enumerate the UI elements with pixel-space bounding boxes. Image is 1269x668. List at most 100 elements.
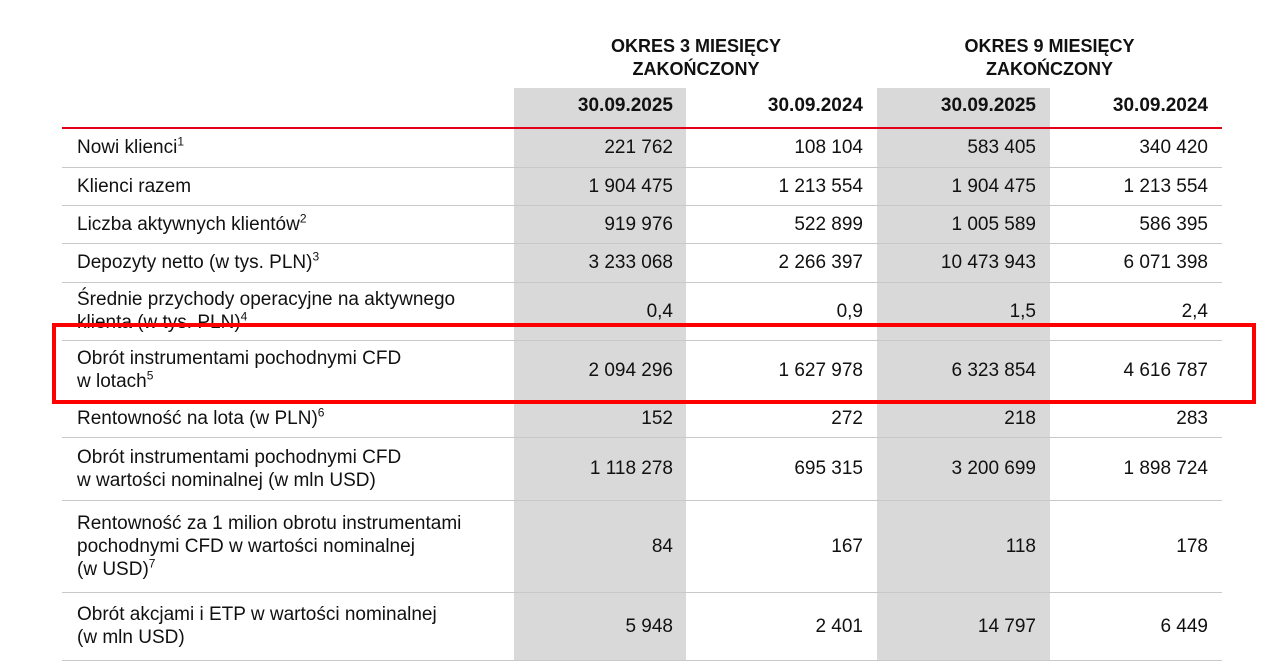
row-label: Rentowność na lota (w PLN)6 [77, 400, 507, 437]
label-line: Obrót instrumentami pochodnymi CFD [77, 446, 401, 469]
value-cell: 2 266 397 [693, 243, 863, 282]
value: 2 094 296 [588, 359, 673, 381]
value-cell: 2 094 296 [503, 340, 673, 400]
value: 1 898 724 [1123, 458, 1208, 479]
value: 152 [641, 408, 673, 429]
value: 2 401 [815, 615, 863, 637]
value: 1,5 [1009, 300, 1036, 322]
label-text: Obrót akcjami i ETP w wartości nominalne… [77, 603, 437, 649]
value: 919 976 [604, 213, 673, 235]
value-cell: 1,5 [866, 282, 1036, 340]
value-cell: 1 904 475 [866, 167, 1036, 205]
label-line: (w mln USD) [77, 626, 437, 649]
value-cell: 167 [693, 500, 863, 592]
value: 272 [831, 408, 863, 429]
value-cell: 3 200 699 [866, 437, 1036, 500]
value-cell: 283 [1038, 400, 1208, 437]
shade-column [877, 88, 1050, 660]
value: 340 420 [1139, 137, 1208, 158]
value-cell: 221 762 [503, 128, 673, 167]
shade-column [514, 88, 686, 660]
label-text: Rentowność na lota (w PLN)6 [77, 407, 324, 430]
value: 6 323 854 [951, 359, 1036, 381]
label-part: Obrót instrumentami pochodnymi CFD [77, 348, 402, 369]
value: 3 233 068 [588, 252, 673, 273]
value-cell: 583 405 [866, 128, 1036, 167]
footnote-mark: 7 [148, 556, 156, 571]
value-cell: 218 [866, 400, 1036, 437]
label-part: Obrót akcjami i ETP w wartości nominalne… [77, 604, 437, 625]
label-line: klienta (w tys. PLN)4 [77, 311, 455, 334]
value-cell: 4 616 787 [1038, 340, 1208, 400]
value: 2,4 [1181, 300, 1208, 322]
label-text: Klienci razem [77, 175, 191, 198]
value: 1 627 978 [778, 359, 863, 381]
value: 10 473 943 [940, 252, 1036, 273]
row-divider [62, 282, 1222, 283]
header-rule [62, 127, 1222, 129]
value-cell: 108 104 [693, 128, 863, 167]
label-line: Rentowność na lota (w PLN)6 [77, 407, 324, 430]
label-line: w wartości nominalnej (w mln USD) [77, 469, 401, 492]
value-cell: 178 [1038, 500, 1208, 592]
label-line: Średnie przychody operacyjne na aktywneg… [77, 288, 455, 311]
row-label: Nowi klienci1 [77, 128, 507, 167]
date-header: 30.09.2024 [767, 95, 863, 116]
value: 0,9 [836, 300, 863, 322]
value: 2 266 397 [778, 252, 863, 273]
header-line: OKRES 3 MIESIĘCY [610, 36, 782, 56]
label-line: Rentowność za 1 milion obrotu instrument… [77, 512, 461, 535]
value: 1 213 554 [1123, 175, 1208, 197]
value-cell: 0,9 [693, 282, 863, 340]
value: 178 [1176, 535, 1208, 557]
value-cell: 522 899 [693, 205, 863, 243]
value-cell: 6 071 398 [1038, 243, 1208, 282]
value-cell: 695 315 [693, 437, 863, 500]
label-text: Rentowność za 1 milion obrotu instrument… [77, 512, 461, 581]
footnote-mark: 3 [312, 249, 320, 264]
footnote-mark: 6 [317, 405, 325, 420]
label-part: (w USD) [77, 558, 149, 580]
label-line: Depozyty netto (w tys. PLN)3 [77, 251, 319, 274]
label-part: Średnie przychody operacyjne na aktywneg… [77, 289, 456, 310]
value-cell: 1 213 554 [693, 167, 863, 205]
row-label: Obrót akcjami i ETP w wartości nominalne… [77, 592, 507, 660]
value-cell: 2 401 [693, 592, 863, 660]
row-divider [62, 243, 1222, 244]
label-line: Obrót akcjami i ETP w wartości nominalne… [77, 603, 437, 626]
label-line: Liczba aktywnych klientów2 [77, 212, 307, 236]
value-cell: 84 [503, 500, 673, 592]
label-part: Liczba aktywnych klientów [77, 213, 300, 235]
value-cell: 10 473 943 [866, 243, 1036, 282]
value: 1 118 278 [589, 458, 673, 479]
row-divider [62, 205, 1222, 206]
highlight-box [52, 323, 1256, 404]
value: 4 616 787 [1123, 359, 1208, 381]
value-cell: 272 [693, 400, 863, 437]
value: 84 [651, 535, 673, 557]
value: 586 395 [1139, 213, 1208, 235]
value: 1 904 475 [951, 175, 1036, 197]
value: 6 449 [1160, 615, 1208, 637]
value: 0,4 [646, 300, 673, 322]
value: 1 213 554 [778, 175, 863, 197]
value: 218 [1004, 408, 1036, 429]
label-text: Obrót instrumentami pochodnymi CFD w wart… [77, 446, 401, 492]
row-divider [62, 437, 1222, 438]
value: 695 315 [794, 458, 863, 479]
label-line: Nowi klienci1 [77, 136, 184, 159]
value: 1 005 589 [951, 213, 1036, 235]
label-text: Nowi klienci1 [77, 136, 184, 159]
label-line: (w USD)7 [77, 556, 461, 581]
row-divider [62, 167, 1222, 168]
label-line: pochodnymi CFD w wartości nominalnej [77, 535, 461, 558]
value-cell: 1 898 724 [1038, 437, 1208, 500]
value-cell: 1 118 278 [503, 437, 673, 500]
label-part: w lotach [77, 371, 147, 392]
value: 108 104 [794, 137, 863, 158]
footnote-mark: 4 [240, 309, 248, 324]
label-text: Depozyty netto (w tys. PLN)3 [77, 251, 319, 274]
row-label: Depozyty netto (w tys. PLN)3 [77, 243, 507, 282]
value: 283 [1176, 408, 1208, 429]
